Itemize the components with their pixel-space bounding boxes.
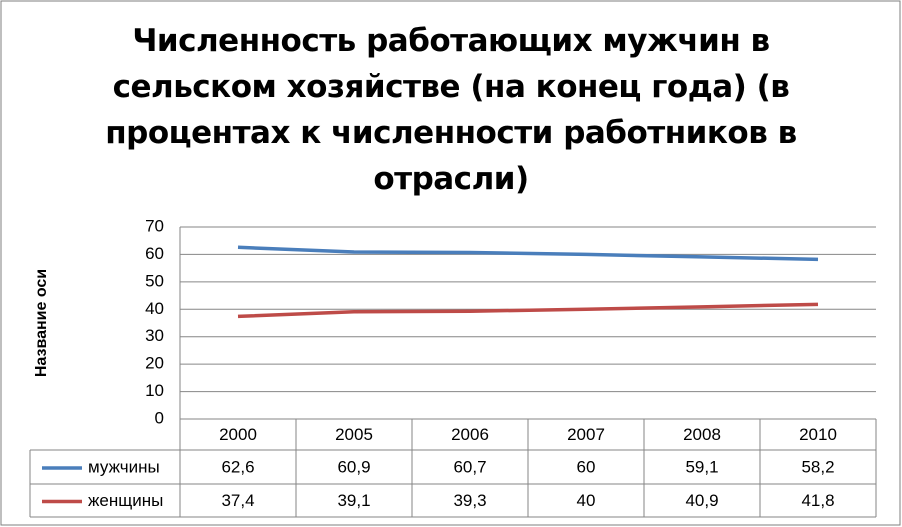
y-tick-label: 10 <box>145 381 164 400</box>
table-cell: 39,3 <box>453 491 486 510</box>
y-tick-label: 30 <box>145 326 164 345</box>
table-cell: 41,8 <box>801 491 834 510</box>
x-tick-label: 2006 <box>451 425 489 444</box>
y-tick-label: 60 <box>145 244 164 263</box>
table-cell: 60 <box>577 457 596 476</box>
x-tick-label: 2000 <box>219 425 257 444</box>
x-tick-label: 2010 <box>799 425 837 444</box>
table-cell: 62,6 <box>221 457 254 476</box>
table-cell: 60,7 <box>453 457 486 476</box>
table-cell: 39,1 <box>337 491 370 510</box>
y-tick-label: 20 <box>145 354 164 373</box>
table-cell: 59,1 <box>685 457 718 476</box>
x-tick-label: 2007 <box>567 425 605 444</box>
y-tick-label: 50 <box>145 271 164 290</box>
x-tick-label: 2008 <box>683 425 721 444</box>
series-line <box>237 302 819 319</box>
x-tick-label: 2005 <box>335 425 373 444</box>
y-tick-label: 0 <box>155 408 164 427</box>
legend-label: мужчины <box>88 457 160 476</box>
table-cell: 40 <box>577 491 596 510</box>
series-line <box>237 245 819 262</box>
y-tick-label: 70 <box>145 216 164 235</box>
table-cell: 58,2 <box>801 457 834 476</box>
y-tick-label: 40 <box>145 299 164 318</box>
table-cell: 60,9 <box>337 457 370 476</box>
table-cell: 40,9 <box>685 491 718 510</box>
table-cell: 37,4 <box>221 491 254 510</box>
chart-title: Численность работающих мужчин в сельском… <box>105 23 797 197</box>
legend-label: женщины <box>88 491 163 510</box>
y-axis-label: Название оси <box>33 269 50 377</box>
